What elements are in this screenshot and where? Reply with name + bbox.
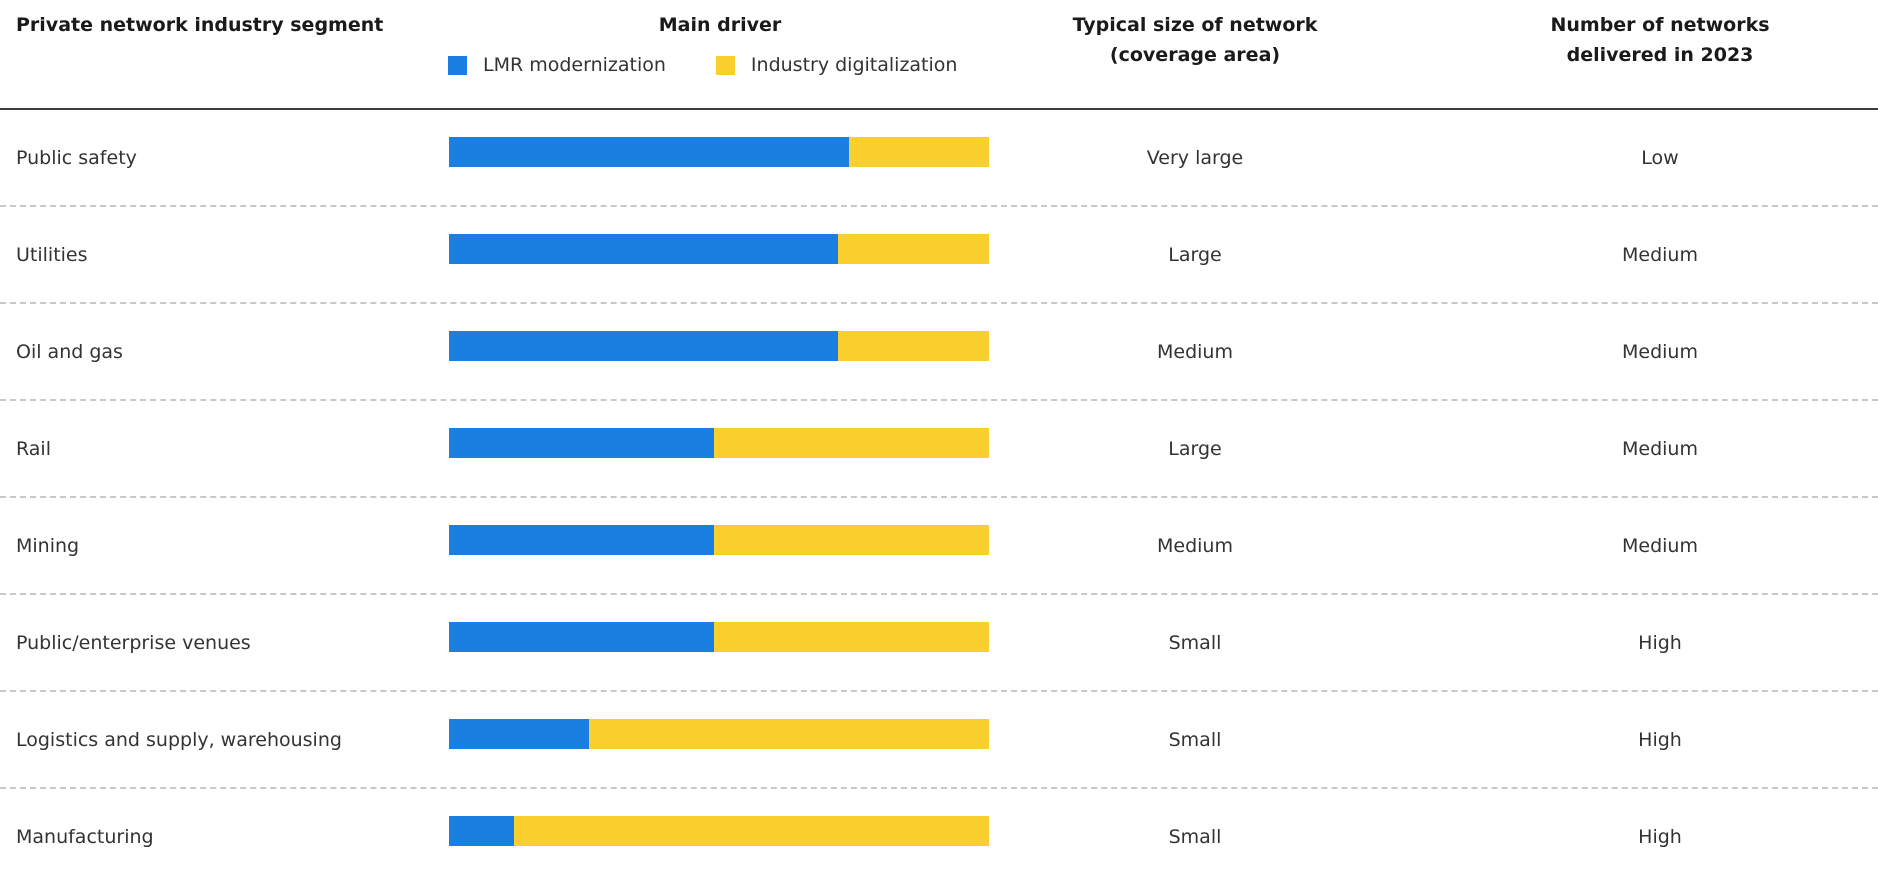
network-count-value: Medium — [1622, 535, 1698, 557]
network-size-value: Small — [1168, 729, 1222, 751]
size-column-header: Typical size of network (coverage area) — [1030, 10, 1360, 70]
bar-segment-digital — [837, 331, 989, 361]
count-column-header: Number of networks delivered in 2023 — [1490, 10, 1830, 70]
network-size-value: Small — [1168, 826, 1222, 848]
table-row: Rail Large Medium — [0, 401, 1878, 498]
header-divider — [0, 108, 1878, 110]
row-divider — [0, 787, 1878, 789]
driver-bar — [449, 719, 989, 749]
bar-segment-digital — [713, 428, 989, 458]
segment-label: Mining — [16, 535, 80, 557]
bar-segment-lmr — [449, 816, 514, 846]
bar-segment-lmr — [449, 234, 838, 264]
network-count-value: High — [1638, 826, 1682, 848]
driver-bar — [449, 137, 989, 167]
network-size-value: Large — [1168, 438, 1222, 460]
row-divider — [0, 593, 1878, 595]
bar-segment-lmr — [449, 622, 714, 652]
legend-item-lmr: LMR modernization — [448, 54, 666, 76]
size-header-line1: Typical size of network — [1072, 14, 1318, 36]
legend-label-lmr: LMR modernization — [483, 54, 666, 76]
bar-segment-lmr — [449, 137, 849, 167]
table-row: Oil and gas Medium Medium — [0, 304, 1878, 401]
segment-label: Rail — [16, 438, 51, 460]
bar-segment-digital — [837, 234, 989, 264]
bar-segment-digital — [713, 622, 989, 652]
legend-swatch-lmr — [448, 55, 467, 75]
network-size-value: Small — [1168, 632, 1222, 654]
bar-segment-digital — [713, 525, 989, 555]
table-row: Logistics and supply, warehousing Small Hi… — [0, 692, 1878, 789]
row-divider — [0, 302, 1878, 304]
driver-column-header: Main driver — [658, 14, 782, 36]
table-row: Manufacturing Small High — [0, 789, 1878, 886]
size-header-line2: (coverage area) — [1109, 44, 1281, 66]
bar-segment-lmr — [449, 428, 714, 458]
count-header-line1: Number of networks — [1550, 14, 1770, 36]
network-size-value: Large — [1168, 244, 1222, 266]
bar-segment-digital — [848, 137, 989, 167]
row-divider — [0, 690, 1878, 692]
segment-label: Public/enterprise venues — [16, 632, 251, 654]
row-divider — [0, 496, 1878, 498]
table-row: Mining Medium Medium — [0, 498, 1878, 595]
network-size-value: Medium — [1157, 535, 1233, 557]
network-count-value: Low — [1641, 147, 1679, 169]
network-count-value: Medium — [1622, 438, 1698, 460]
bar-segment-digital — [589, 719, 989, 749]
table-row: Public safety Very large Low — [0, 110, 1878, 207]
segment-column-header: Private network industry segment — [16, 14, 384, 36]
bar-segment-lmr — [449, 525, 714, 555]
legend-label-digital: Industry digitalization — [750, 54, 958, 76]
segment-label: Logistics and supply, warehousing — [16, 729, 342, 751]
row-divider — [0, 399, 1878, 401]
row-divider — [0, 205, 1878, 207]
legend-swatch-digital — [715, 55, 735, 75]
driver-bar — [449, 525, 989, 555]
segment-label: Manufacturing — [16, 826, 154, 848]
count-header-line2: delivered in 2023 — [1566, 44, 1754, 66]
table-header: Private network industry segment Main dr… — [0, 0, 1878, 122]
legend-item-digital: Industry digitalization — [715, 54, 958, 76]
driver-bar — [449, 428, 989, 458]
network-count-value: High — [1638, 729, 1682, 751]
network-size-value: Very large — [1146, 147, 1244, 169]
driver-bar — [449, 622, 989, 652]
bar-segment-lmr — [449, 719, 590, 749]
network-count-value: Medium — [1622, 244, 1698, 266]
chart-legend: LMR modernization Industry digitalizatio… — [448, 54, 1007, 76]
segment-label: Public safety — [16, 147, 137, 169]
network-size-value: Medium — [1157, 341, 1233, 363]
network-count-value: Medium — [1622, 341, 1698, 363]
segment-label: Utilities — [16, 244, 88, 266]
segment-label: Oil and gas — [16, 341, 123, 363]
bar-segment-lmr — [449, 331, 838, 361]
driver-bar — [449, 331, 989, 361]
network-count-value: High — [1638, 632, 1682, 654]
driver-bar — [449, 816, 989, 846]
table-body: Public safety Very large Low Utilities Large… — [0, 110, 1878, 886]
bar-segment-digital — [513, 816, 989, 846]
driver-bar — [449, 234, 989, 264]
table-row: Public/enterprise venues Small High — [0, 595, 1878, 692]
table-row: Utilities Large Medium — [0, 207, 1878, 304]
